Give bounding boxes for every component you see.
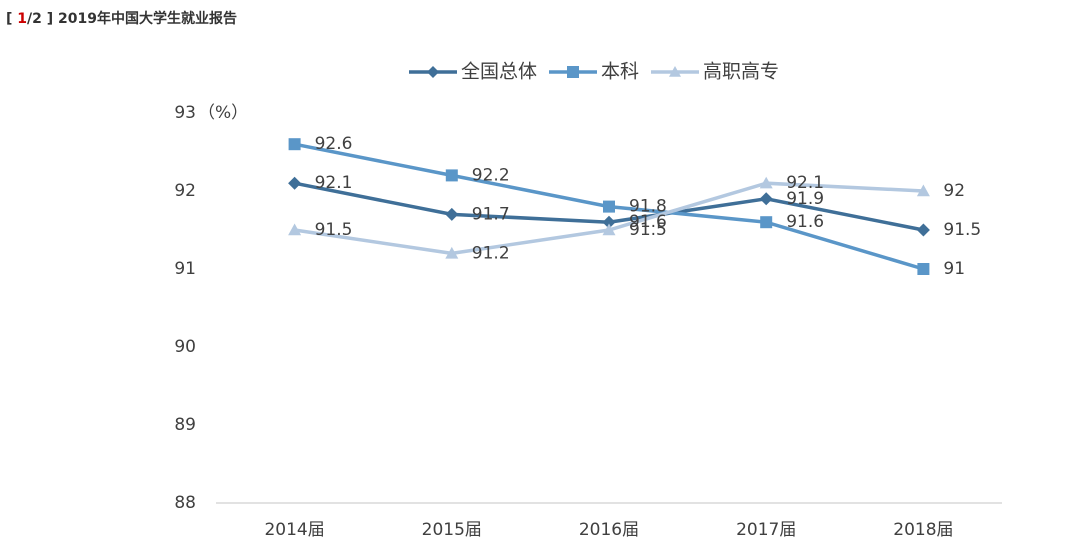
point (917, 263, 930, 275)
data-label: 92.6 (315, 134, 353, 154)
point (759, 192, 773, 206)
point (427, 66, 439, 78)
data-label: 92.1 (315, 173, 353, 193)
x-tick-label: 2018届 (893, 520, 953, 540)
point (445, 246, 459, 259)
data-label: 91.5 (629, 220, 667, 240)
legend-label: 全国总体 (461, 61, 537, 83)
x-tick-label: 2017届 (736, 520, 796, 540)
y-unit: （%） (198, 103, 248, 123)
point (567, 66, 579, 78)
data-label: 91.5 (315, 220, 353, 240)
header-bracket: [ (6, 11, 13, 27)
x-tick-label: 2016届 (579, 520, 639, 540)
header-rest: /2 ] (27, 11, 54, 27)
point (288, 176, 302, 190)
data-label: 92.2 (472, 165, 510, 185)
y-tick-label: 93 (174, 103, 196, 123)
point (916, 184, 930, 197)
point (288, 223, 302, 236)
point (445, 169, 458, 182)
point (602, 215, 616, 229)
point (603, 200, 615, 213)
y-tick-label: 88 (174, 493, 196, 513)
y-tick-label: 92 (174, 181, 196, 201)
data-label: 91.5 (943, 220, 981, 240)
data-label: 91.9 (786, 189, 824, 209)
data-label: 91.6 (629, 212, 667, 232)
x-tick-label: 2015届 (422, 520, 482, 540)
header: [ 1/2 ] 2019年中国大学生就业报告 (6, 8, 237, 28)
data-label: 91.2 (472, 243, 510, 263)
y-tick-label: 91 (174, 259, 196, 279)
data-label: 92.1 (786, 173, 824, 193)
point (602, 223, 616, 236)
header-title: 2019年中国大学生就业报告 (58, 11, 238, 27)
point (760, 216, 773, 229)
data-label: 91.6 (786, 212, 824, 232)
legend-label: 本科 (601, 61, 639, 83)
data-label: 91.8 (629, 197, 667, 217)
y-tick-label: 89 (174, 415, 196, 435)
point (445, 207, 459, 221)
point (288, 138, 301, 151)
header-current: 1 (17, 11, 28, 27)
data-label: 92 (943, 181, 965, 201)
x-tick-label: 2014届 (264, 520, 324, 540)
point (916, 223, 930, 237)
point (669, 66, 681, 77)
data-label: 91 (943, 259, 965, 279)
y-tick-label: 90 (174, 337, 196, 357)
point (759, 176, 773, 189)
legend-label: 高职高专 (703, 61, 779, 83)
data-label: 91.7 (472, 204, 510, 224)
